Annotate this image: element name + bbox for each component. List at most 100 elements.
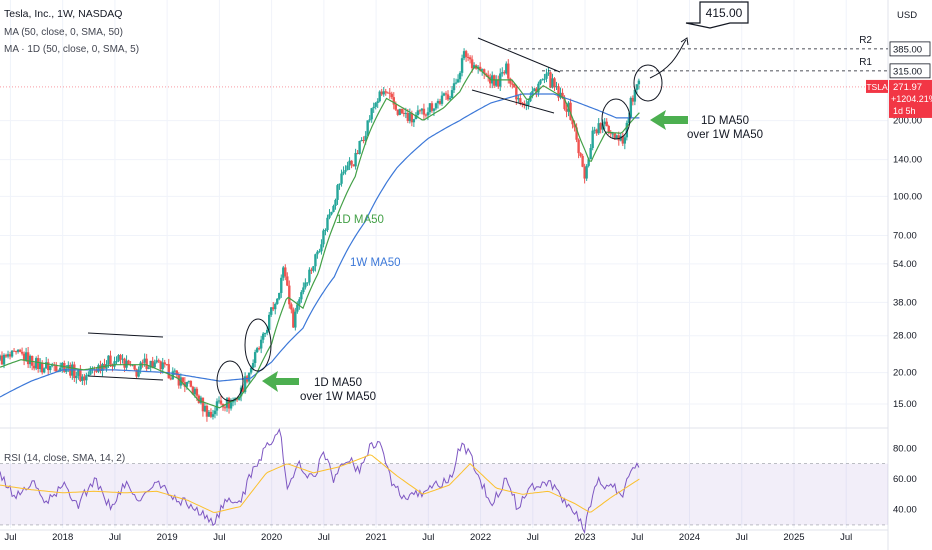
candle <box>302 282 305 295</box>
candle <box>511 80 514 89</box>
candle <box>0 351 4 365</box>
candle <box>207 410 211 417</box>
candle-body <box>263 332 267 334</box>
candle <box>344 165 347 175</box>
candle-body <box>187 380 191 382</box>
candle-body <box>350 160 353 165</box>
candle <box>438 98 442 106</box>
candle-body <box>298 299 301 305</box>
rsi-legend[interactable]: RSI (14, close, SMA, 14, 2) <box>4 453 126 464</box>
candle-body <box>169 378 172 380</box>
candle-body <box>95 370 98 372</box>
candle-body <box>537 83 540 93</box>
candle <box>541 78 544 81</box>
candle-body <box>199 397 203 404</box>
candle <box>24 347 28 362</box>
candle <box>394 101 397 111</box>
candle <box>460 54 464 77</box>
candle <box>225 397 229 412</box>
time-tick-label: 2025 <box>783 532 804 543</box>
time-tick-label: Jul <box>213 532 225 543</box>
candle-body <box>38 363 42 370</box>
candle <box>493 74 496 88</box>
candle-body <box>49 365 52 371</box>
ma-weekly-legend[interactable]: MA (50, close, 0, SMA, 50) <box>4 27 123 38</box>
candle-body <box>87 374 90 376</box>
candle-body <box>422 108 426 115</box>
symbol-title[interactable]: Tesla, Inc., 1W, NASDAQ <box>4 8 123 20</box>
candle <box>398 108 402 116</box>
candle-body <box>501 72 504 74</box>
candle <box>36 354 40 373</box>
candle <box>559 87 562 100</box>
candle <box>213 407 217 419</box>
candle-body <box>107 355 110 365</box>
candle-body <box>217 400 221 402</box>
candle-body <box>161 362 164 370</box>
candle <box>585 164 588 181</box>
candle-body <box>573 124 576 128</box>
ma-daily-legend[interactable]: MA · 1D (50, close, 0, SMA, 5) <box>4 44 140 55</box>
candle <box>83 373 86 386</box>
rsi-tick-label: 80.00 <box>893 443 917 454</box>
candle <box>49 365 52 373</box>
candle <box>169 375 172 381</box>
candle <box>306 282 309 286</box>
candle-body <box>450 90 454 99</box>
candle-body <box>511 83 514 85</box>
candle-body <box>507 63 510 79</box>
candle-body <box>362 140 365 142</box>
time-tick-label: 2022 <box>470 532 491 543</box>
candle <box>284 264 287 281</box>
crossover-arrow-icon <box>650 110 688 130</box>
candle-body <box>191 386 195 395</box>
candle <box>392 92 395 110</box>
candle-body <box>318 251 321 253</box>
candle-body <box>47 362 50 371</box>
candle-body <box>495 79 498 86</box>
candle-body <box>276 298 279 304</box>
candle <box>117 354 120 363</box>
candle <box>495 75 498 87</box>
candle-body <box>583 166 586 179</box>
candle <box>109 350 112 368</box>
candle-body <box>45 362 48 369</box>
ma50-weekly-label: 1W MA50 <box>350 257 401 269</box>
candle-body <box>227 398 231 409</box>
candle-body <box>595 129 598 134</box>
candle <box>597 118 600 135</box>
candle <box>583 163 586 184</box>
candle-body <box>40 363 44 373</box>
candle-body <box>426 112 430 116</box>
candle <box>113 356 116 369</box>
candle-body <box>468 57 472 60</box>
candle <box>370 107 373 123</box>
price-badge-box <box>889 79 932 118</box>
candle-body <box>85 375 88 381</box>
candle <box>454 78 458 85</box>
candle-body <box>28 355 32 365</box>
candle-body <box>543 78 546 80</box>
candle-body <box>448 98 452 100</box>
candle-body <box>368 119 371 121</box>
candle-body <box>366 120 369 136</box>
candle <box>89 366 92 376</box>
candle <box>440 91 444 106</box>
candle <box>428 102 432 115</box>
candle-body <box>539 80 542 84</box>
candle-body <box>16 349 20 352</box>
candle <box>253 349 257 368</box>
candle <box>217 396 221 404</box>
candle-body <box>541 79 544 81</box>
candle-body <box>376 101 379 103</box>
candle <box>599 122 602 134</box>
candle <box>6 350 10 359</box>
candle-body <box>133 364 136 370</box>
candle-body <box>157 360 160 362</box>
candle <box>326 214 329 233</box>
candle <box>503 70 506 76</box>
candle-body <box>310 269 313 271</box>
candle <box>209 408 213 419</box>
candle <box>581 153 584 168</box>
